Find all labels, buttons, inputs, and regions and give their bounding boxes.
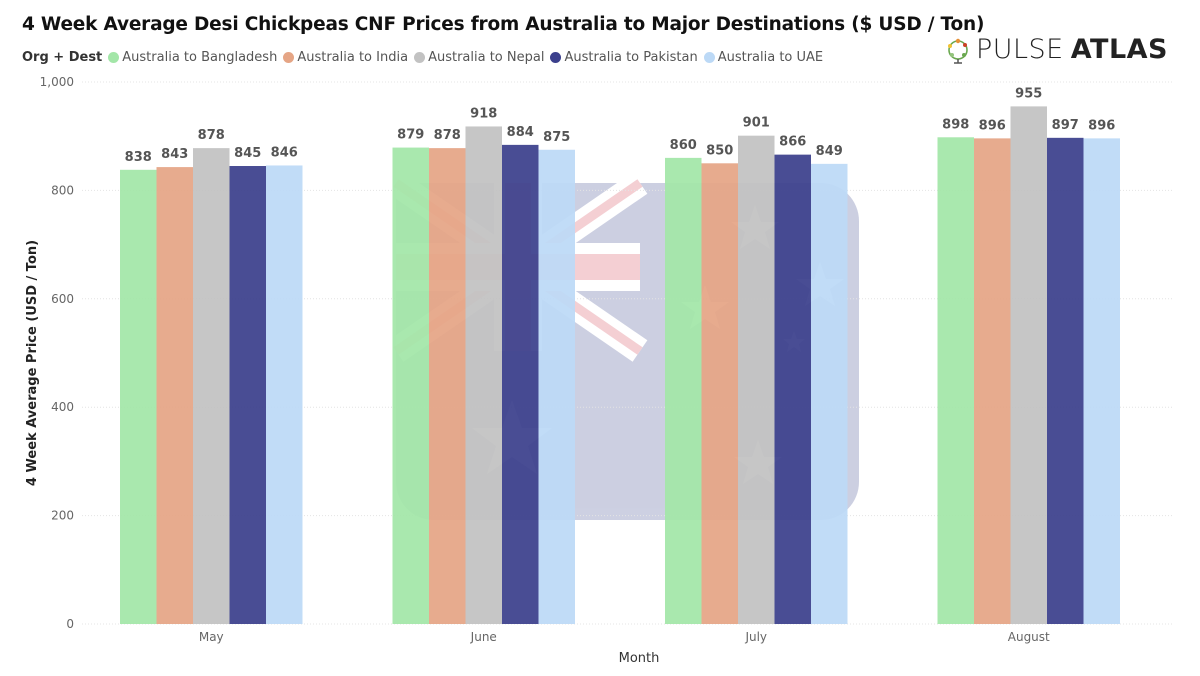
- x-tick-label: May: [199, 630, 224, 644]
- data-label: 878: [198, 128, 225, 143]
- bar[interactable]: [774, 154, 812, 625]
- legend-label: Australia to Bangladesh: [122, 50, 278, 65]
- data-label: 896: [1088, 118, 1115, 133]
- bar[interactable]: [502, 144, 539, 624]
- data-label: 843: [161, 147, 188, 162]
- legend-dot: [703, 52, 715, 63]
- legend: Org + Dest Australia to Bangladesh Austr…: [22, 50, 829, 65]
- data-label: 849: [816, 144, 843, 159]
- bar[interactable]: [974, 138, 1011, 625]
- logo-text-pulse: PULSE: [975, 34, 1064, 65]
- y-tick-label: 400: [51, 400, 74, 414]
- legend-label: Australia to Nepal: [428, 50, 545, 65]
- bar[interactable]: [429, 148, 466, 624]
- bar[interactable]: [538, 149, 576, 624]
- y-axis-title: 4 Week Average Price (USD / Ton): [25, 240, 40, 486]
- data-label: 898: [942, 117, 969, 132]
- legend-label: Australia to UAE: [717, 50, 824, 65]
- data-label: 845: [234, 146, 261, 161]
- data-label: 918: [470, 106, 497, 121]
- bar[interactable]: [120, 169, 157, 624]
- bar[interactable]: [701, 163, 739, 625]
- bar[interactable]: [1047, 137, 1084, 625]
- data-label: 878: [434, 128, 461, 143]
- legend-dot: [550, 52, 562, 63]
- legend-label: Australia to Pakistan: [564, 50, 698, 65]
- bar[interactable]: [266, 165, 303, 624]
- y-tick-label: 600: [51, 292, 74, 306]
- legend-item-pakistan[interactable]: Australia to Pakistan: [550, 50, 698, 65]
- chart-title: 4 Week Average Desi Chickpeas CNF Prices…: [22, 14, 985, 35]
- x-tick-label: July: [744, 630, 767, 644]
- bars: [120, 106, 1121, 625]
- y-axis: 0 200 400 600 800 1,000: [40, 75, 74, 631]
- x-axis: May June July August: [199, 630, 1050, 644]
- legend-item-bangladesh[interactable]: Australia to Bangladesh: [108, 50, 277, 65]
- bar[interactable]: [665, 157, 702, 624]
- data-label: 884: [507, 125, 534, 140]
- y-tick-label: 1,000: [40, 75, 74, 89]
- legend-dot: [283, 52, 295, 63]
- bar[interactable]: [229, 166, 267, 624]
- legend-title: Org + Dest: [22, 50, 103, 65]
- pulse-atlas-logo: PULSE ATLAS: [944, 34, 1168, 65]
- data-label: 846: [271, 145, 298, 160]
- data-label: 897: [1052, 118, 1079, 133]
- data-label: 838: [125, 150, 152, 165]
- legend-item-nepal[interactable]: Australia to Nepal: [414, 50, 544, 65]
- y-tick-label: 800: [51, 183, 74, 197]
- data-label: 850: [706, 143, 733, 158]
- globe-leaf-icon: [947, 38, 968, 64]
- logo-text-atlas: ATLAS: [1070, 34, 1168, 65]
- data-label: 901: [743, 116, 770, 131]
- bar[interactable]: [392, 147, 430, 624]
- legend-dot: [108, 52, 120, 63]
- data-label: 955: [1015, 86, 1042, 101]
- legend-dot: [414, 52, 426, 63]
- bar[interactable]: [811, 163, 848, 625]
- legend-item-india[interactable]: Australia to India: [283, 50, 408, 65]
- bar[interactable]: [1010, 106, 1048, 624]
- y-tick-label: 200: [51, 509, 74, 523]
- bar[interactable]: [1083, 138, 1121, 625]
- bar[interactable]: [738, 135, 775, 624]
- bar[interactable]: [465, 126, 503, 624]
- legend-label: Australia to India: [297, 50, 409, 65]
- data-label: 866: [779, 135, 806, 150]
- bar[interactable]: [193, 148, 230, 624]
- bar[interactable]: [937, 137, 975, 624]
- x-tick-label: August: [1008, 630, 1050, 644]
- data-label: 875: [543, 130, 570, 145]
- x-axis-title: Month: [619, 651, 660, 666]
- data-label: 879: [397, 128, 424, 143]
- data-labels: 838 843 878 845 846 879 878 918 884 875 860 850 901 8…: [125, 86, 1116, 164]
- bar[interactable]: [156, 167, 194, 624]
- data-label: 860: [670, 138, 697, 153]
- y-tick-label: 0: [66, 617, 74, 631]
- data-label: 896: [979, 118, 1006, 133]
- x-tick-label: June: [470, 630, 497, 644]
- legend-item-uae[interactable]: Australia to UAE: [703, 50, 824, 65]
